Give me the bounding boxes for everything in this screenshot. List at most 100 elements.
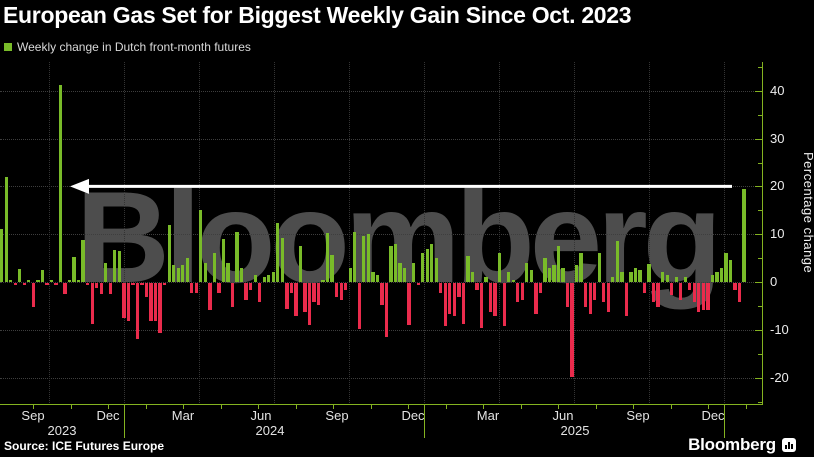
x-axis-tick [33, 405, 34, 409]
bar-positive [552, 265, 556, 282]
bar-negative [131, 283, 135, 286]
bar-positive [371, 272, 375, 282]
bar-negative [13, 283, 17, 285]
bar-negative [534, 283, 538, 315]
bar-negative [602, 283, 606, 303]
y-axis-minor-tick [758, 210, 762, 212]
bar-negative [461, 283, 466, 324]
bar-negative [153, 283, 158, 322]
bar-positive [398, 262, 402, 282]
x-axis-tick-label: Mar [476, 408, 500, 423]
x-axis-tick [220, 405, 222, 409]
bar-positive [665, 274, 669, 282]
bar-negative [217, 283, 221, 293]
bar-negative [258, 283, 262, 303]
x-axis-tick [70, 405, 72, 409]
bar-negative [285, 283, 289, 309]
x-axis-tick-label: Sep [626, 408, 650, 423]
bar-positive [724, 253, 728, 282]
y-axis-line [762, 62, 763, 405]
bar-negative [294, 283, 298, 317]
gridline-horizontal [0, 90, 762, 92]
y-axis-minor-tick [758, 401, 762, 403]
bar-positive [529, 270, 533, 282]
bar-negative [194, 283, 198, 293]
x-axis-year-separator [124, 405, 125, 438]
bar-negative [651, 283, 656, 303]
bar-positive [484, 277, 488, 282]
bar-negative [570, 283, 574, 377]
bar-negative [606, 283, 610, 312]
y-axis-major-tick [755, 90, 762, 92]
y-axis-minor-tick [758, 353, 762, 355]
bar-positive [615, 241, 619, 282]
y-axis-minor-tick [758, 66, 762, 68]
bar-negative [230, 283, 235, 307]
bar-negative [190, 283, 194, 293]
bar-positive [49, 280, 54, 282]
gridline-vertical [649, 62, 650, 405]
bar-positive [226, 262, 230, 282]
x-axis-year-label: 2024 [255, 423, 285, 438]
x-axis-tick [145, 405, 147, 409]
y-axis-minor-tick [758, 162, 762, 164]
bar-negative [95, 283, 99, 288]
bar-negative [86, 283, 90, 286]
gridline-vertical [274, 62, 275, 405]
bar-positive [629, 272, 633, 282]
y-axis-major-tick [755, 138, 762, 140]
x-axis-line [0, 404, 762, 405]
bar-positive [280, 238, 284, 282]
bar-positive [507, 272, 511, 282]
bar-negative [149, 283, 153, 322]
y-axis-tick-label: 30 [770, 130, 785, 146]
bar-negative [565, 283, 570, 307]
bar-negative [502, 283, 506, 327]
bar-positive [366, 234, 370, 282]
y-axis-minor-tick [758, 305, 762, 307]
x-axis-year-label: 2025 [560, 423, 590, 438]
x-axis-tick-label: Sep [325, 408, 349, 423]
y-axis-major-tick [755, 282, 762, 283]
bar-positive [330, 255, 334, 282]
bar-negative [588, 283, 592, 315]
gridline-horizontal [0, 234, 762, 236]
bar-positive [638, 270, 642, 282]
bar-negative [162, 283, 167, 286]
bar-negative [63, 283, 67, 295]
x-axis-year-separator [724, 405, 725, 438]
x-axis-year-label: 2023 [47, 423, 77, 438]
bar-negative [416, 283, 420, 285]
bar-negative [158, 283, 162, 334]
gridline-vertical [124, 62, 125, 405]
bar-positive [715, 272, 719, 282]
bar-positive [719, 267, 724, 282]
bar-positive [633, 267, 638, 282]
y-axis-tick-label: 40 [770, 82, 785, 98]
bar-negative [439, 283, 443, 293]
x-axis-tick [108, 405, 109, 409]
bar-positive [172, 265, 176, 282]
legend-swatch-icon [4, 43, 12, 51]
x-axis-tick [333, 405, 334, 409]
gridline-vertical [424, 62, 425, 405]
y-axis-major-tick [755, 377, 762, 379]
bar-positive [511, 280, 515, 282]
bar-positive [543, 258, 547, 282]
y-axis-tick-label: -10 [770, 321, 789, 337]
bar-positive [27, 280, 31, 282]
gridline-vertical [349, 62, 350, 405]
bar-positive [430, 243, 434, 282]
bar-positive [375, 274, 380, 282]
bar-negative [31, 283, 35, 307]
bar-negative [384, 283, 389, 337]
gridline-horizontal [0, 282, 762, 283]
bar-negative [593, 283, 597, 300]
bar-negative [479, 283, 484, 329]
bar-positive [185, 258, 189, 282]
page-title: European Gas Set for Biggest Weekly Gain… [3, 2, 632, 28]
y-axis-tick-label: 10 [770, 226, 785, 242]
bar-negative [312, 283, 316, 303]
bar-negative [733, 283, 737, 291]
bar-negative [244, 283, 248, 300]
